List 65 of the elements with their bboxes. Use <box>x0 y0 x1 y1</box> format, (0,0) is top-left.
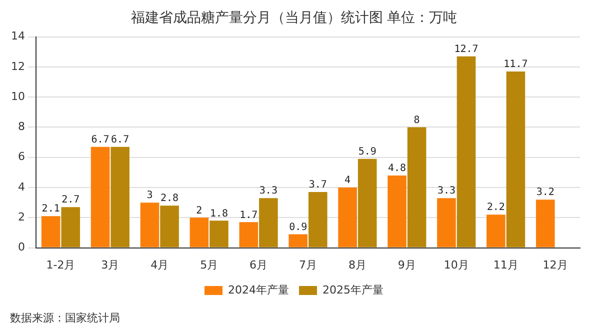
data-label: 1.8 <box>210 208 228 220</box>
x-tick-label: 5月 <box>200 258 218 272</box>
data-label: 3.7 <box>308 180 327 191</box>
data-label: 6.7 <box>91 134 110 146</box>
bar <box>61 207 80 248</box>
bar <box>308 192 328 248</box>
source-note: 数据来源：国家统计局 <box>10 311 120 324</box>
data-label: 4.8 <box>388 163 406 174</box>
bar <box>486 214 506 248</box>
bar <box>338 188 357 248</box>
x-tick-label: 3月 <box>101 258 120 272</box>
x-tick-label: 11月 <box>493 258 518 272</box>
bar <box>210 220 228 248</box>
legend-label: 2025年产量 <box>322 283 384 296</box>
y-tick-label: 6 <box>18 150 25 164</box>
data-label: 8 <box>414 114 420 126</box>
bar <box>190 218 209 248</box>
chart-title: 福建省成品糖产量分月（当月值）统计图 单位：万吨 <box>130 10 458 26</box>
bar <box>90 146 110 248</box>
bar <box>388 175 406 248</box>
data-label: 6.7 <box>111 134 130 146</box>
data-label: 3 <box>146 190 153 202</box>
bar <box>160 206 179 248</box>
bar <box>110 146 130 248</box>
bar <box>456 56 476 248</box>
data-label: 3.3 <box>259 186 278 197</box>
x-tick-label: 8月 <box>348 258 366 272</box>
data-label: 2 <box>196 205 202 216</box>
data-label: 12.7 <box>454 44 478 55</box>
data-label: 3.3 <box>437 186 456 197</box>
x-tick-label: 7月 <box>299 258 317 272</box>
y-tick-label: 12 <box>10 60 25 73</box>
data-label: 2.1 <box>42 204 60 215</box>
bar <box>358 158 377 248</box>
x-tick-label: 12月 <box>542 258 568 272</box>
bar <box>407 127 426 248</box>
y-tick-label: 14 <box>10 30 25 43</box>
y-tick-label: 2 <box>18 210 25 224</box>
bar <box>536 200 555 248</box>
legend-label: 2024年产量 <box>228 283 290 296</box>
x-tick-label: 4月 <box>150 258 169 272</box>
y-tick-label: 10 <box>10 90 25 103</box>
data-label: 2.2 <box>486 202 505 214</box>
y-tick-label: 4 <box>18 180 25 194</box>
y-tick-label: 8 <box>18 120 25 134</box>
data-label: 0.9 <box>289 222 308 233</box>
x-tick-label: 9月 <box>398 258 416 272</box>
x-tick-label: 1-2月 <box>46 258 76 272</box>
data-label: 2.7 <box>62 194 80 206</box>
data-label: 5.9 <box>358 146 376 158</box>
bar <box>259 198 278 248</box>
x-tick-label: 6月 <box>250 258 268 272</box>
bar <box>41 216 60 248</box>
bar <box>288 234 308 248</box>
bar <box>506 71 526 248</box>
bar <box>140 202 160 248</box>
data-label: 1.7 <box>240 210 258 221</box>
data-label: 2.8 <box>160 193 179 204</box>
data-label: 3.2 <box>536 187 554 198</box>
data-label: 11.7 <box>504 59 528 70</box>
y-tick-label: 0 <box>18 240 25 254</box>
x-tick-label: 10月 <box>444 258 469 272</box>
data-label: 4 <box>344 175 351 186</box>
bar <box>437 198 456 248</box>
bar <box>239 222 258 248</box>
